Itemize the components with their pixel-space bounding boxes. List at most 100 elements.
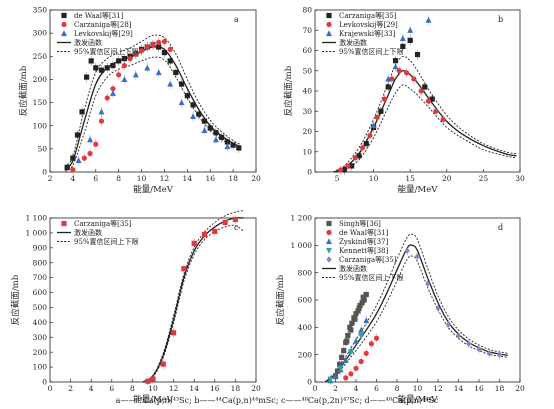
- legend-entry: 激发函数: [339, 38, 367, 47]
- data-point: [357, 302, 363, 309]
- x-tick-label: 10: [148, 384, 158, 393]
- data-point: [399, 35, 406, 41]
- data-point: [104, 65, 110, 71]
- data-point: [356, 305, 362, 311]
- data-point: [352, 155, 358, 161]
- x-tick-label: 25: [479, 174, 489, 183]
- data-point: [224, 143, 231, 150]
- data-point: [486, 350, 492, 357]
- data-point: [150, 42, 156, 48]
- data-point: [367, 132, 373, 139]
- data-point: [381, 96, 388, 102]
- data-point: [349, 163, 355, 169]
- data-point: [425, 280, 431, 287]
- figure-caption: a——⁴³Ca(p,n)⁴³Sc; b——⁴⁴Ca(p,n)⁴⁴mSc; c——…: [116, 396, 439, 405]
- data-point: [355, 308, 361, 314]
- data-point: [219, 134, 225, 140]
- y-tick-label: 600: [298, 296, 313, 305]
- data-point: [407, 27, 414, 33]
- data-point: [411, 76, 417, 82]
- series-circle: [343, 333, 380, 383]
- y-tick-label: 80: [302, 6, 312, 15]
- series-circle: [70, 36, 173, 175]
- x-tick-label: 12: [160, 174, 170, 183]
- data-point: [422, 84, 428, 90]
- legend-marker: [326, 30, 332, 37]
- data-point: [84, 74, 90, 80]
- data-point: [455, 332, 462, 339]
- confidence-upper-line: [333, 56, 517, 173]
- data-point: [116, 58, 122, 64]
- confidence-upper-line: [64, 34, 241, 168]
- legend-entry: de Waal等[31]: [339, 228, 389, 237]
- data-point: [407, 37, 413, 43]
- data-point: [133, 51, 139, 57]
- data-point: [347, 349, 354, 356]
- data-point: [93, 65, 99, 71]
- data-point: [339, 354, 345, 360]
- x-tick-label: 2: [48, 174, 53, 183]
- data-point: [75, 157, 82, 164]
- y-tick-label: 1 000: [26, 229, 48, 238]
- legend-entry: 95%置信区间上下限: [339, 47, 404, 56]
- data-point: [161, 49, 168, 56]
- data-point: [332, 373, 339, 380]
- series-triangle: [75, 62, 231, 166]
- data-point: [349, 320, 355, 326]
- x-tick-label: 14: [189, 384, 199, 393]
- legend: Carzaniga等[35]Levkovskij等[29]Krajewski等[…: [322, 11, 404, 56]
- data-point: [385, 84, 391, 90]
- data-point: [337, 361, 343, 367]
- x-tick-label: 6: [109, 384, 114, 393]
- legend-entry: Carzaniga等[35]: [74, 219, 132, 228]
- x-tick-label: 16: [205, 174, 215, 183]
- y-tick-label: 40: [302, 87, 312, 96]
- y-tick-label: 10: [302, 147, 312, 156]
- data-point: [353, 311, 359, 317]
- data-point: [466, 340, 472, 347]
- data-point: [343, 375, 349, 381]
- confidence-upper-line: [142, 210, 244, 383]
- y-tick-label: 0: [307, 168, 312, 177]
- y-tick-label: 200: [33, 75, 48, 84]
- data-point: [236, 145, 242, 151]
- data-point: [396, 68, 402, 74]
- data-point: [201, 118, 208, 124]
- legend-entry: 95%置信区间上下限: [339, 273, 404, 282]
- x-tick-label: 5: [335, 174, 340, 183]
- x-tick-label: 16: [210, 384, 220, 393]
- data-point: [341, 347, 347, 354]
- y-tick-label: 1 100: [26, 214, 48, 223]
- x-tick-label: 10: [137, 174, 147, 183]
- legend-entry: Carzaniga等[35]: [339, 11, 397, 20]
- y-tick-label: 350: [33, 6, 48, 15]
- y-tick-label: 70: [302, 26, 312, 35]
- data-point: [352, 316, 358, 322]
- data-point: [160, 361, 166, 367]
- confidence-lower-line: [142, 224, 244, 383]
- y-tick-label: 200: [298, 350, 313, 359]
- x-tick-label: 12: [433, 384, 443, 393]
- data-point: [121, 56, 127, 62]
- y-axis-label: 反应截面/mb: [10, 274, 21, 325]
- data-point: [360, 294, 366, 300]
- data-point: [181, 266, 187, 272]
- x-tick-label: 6: [374, 384, 379, 393]
- y-tick-label: 0: [42, 378, 47, 387]
- data-point: [212, 136, 219, 143]
- data-point: [171, 330, 177, 336]
- y-tick-label: 900: [33, 243, 48, 252]
- legend-marker: [61, 12, 67, 19]
- data-point: [98, 108, 105, 115]
- data-point: [378, 108, 384, 114]
- y-tick-label: 0: [42, 168, 47, 177]
- legend-entry: Carzaniga等[35]: [339, 255, 397, 264]
- y-axis-label: 反应截面/mb: [18, 65, 29, 116]
- data-point: [144, 44, 150, 50]
- series-triangle: [370, 15, 432, 131]
- data-point: [190, 102, 196, 108]
- data-point: [353, 365, 359, 371]
- y-tick-label: 300: [33, 29, 48, 38]
- excitation-function-line: [142, 217, 244, 383]
- data-point: [127, 56, 133, 62]
